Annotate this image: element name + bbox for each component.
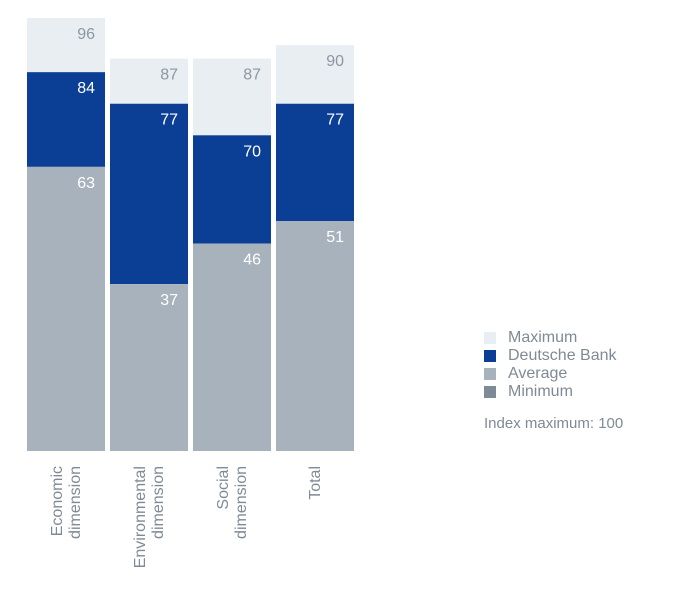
bar-deutsche-bank-environmental-dimension	[110, 103, 188, 285]
bar-average-environmental-dimension	[110, 284, 188, 451]
value-label-average-social-dimension: 46	[243, 252, 261, 269]
bar-average-total	[276, 220, 354, 451]
legend: Maximum Deutsche Bank Average Minimum In…	[484, 329, 623, 432]
legend-swatch-deutsche-bank	[484, 350, 496, 362]
index-note: Index maximum: 100	[484, 415, 624, 432]
category-label-economic-dimension: Economic dimension	[49, 466, 84, 539]
category-label-line-social-dimension-0: Social	[215, 466, 232, 510]
bar-maximum-social-dimension	[193, 58, 271, 136]
bar-average-social-dimension	[193, 243, 271, 451]
value-label-deutsche-bank-environmental-dimension: 77	[160, 112, 178, 129]
value-label-average-environmental-dimension: 37	[160, 292, 178, 309]
bar-average-economic-dimension	[27, 166, 105, 451]
legend-label-maximum: Maximum	[508, 329, 578, 346]
category-label-line-total-0: Total	[307, 466, 324, 500]
bar-maximum-total	[276, 45, 354, 104]
bar-deutsche-bank-economic-dimension	[27, 72, 105, 167]
legend-label-average: Average	[508, 365, 568, 382]
value-label-average-economic-dimension: 63	[77, 175, 95, 192]
value-label-average-total: 51	[326, 229, 344, 246]
category-label-line-social-dimension-1: dimension	[233, 466, 250, 539]
legend-swatch-minimum	[484, 386, 496, 398]
legend-item-minimum: Minimum	[484, 383, 623, 401]
value-label-deutsche-bank-economic-dimension: 84	[77, 80, 95, 97]
category-label-line-environmental-dimension-1: dimension	[150, 466, 167, 539]
bar-maximum-environmental-dimension	[110, 58, 188, 104]
category-labels-group: Economic dimension Environmental dimension S…	[49, 466, 324, 568]
legend-item-average: Average	[484, 365, 623, 383]
category-label-line-economic-dimension-0: Economic	[49, 466, 66, 536]
value-label-maximum-social-dimension: 87	[243, 67, 261, 84]
category-label-line-environmental-dimension-0: Environmental	[132, 466, 149, 568]
legend-label-minimum: Minimum	[508, 383, 573, 400]
bar-deutsche-bank-total	[276, 103, 354, 221]
category-label-social-dimension: Social dimension	[215, 466, 250, 539]
legend-label-deutsche-bank: Deutsche Bank	[508, 347, 617, 364]
legend-item-maximum: Maximum	[484, 329, 623, 347]
legend-swatch-average	[484, 368, 496, 380]
bars-group	[27, 18, 354, 451]
category-label-total: Total	[307, 466, 324, 500]
bar-maximum-economic-dimension	[27, 18, 105, 73]
category-label-environmental-dimension: Environmental dimension	[132, 466, 167, 568]
value-label-maximum-environmental-dimension: 87	[160, 67, 178, 84]
value-label-deutsche-bank-social-dimension: 70	[243, 143, 261, 160]
value-label-maximum-economic-dimension: 96	[77, 26, 95, 43]
value-label-maximum-total: 90	[326, 53, 344, 70]
bar-deutsche-bank-social-dimension	[193, 135, 271, 244]
legend-item-deutsche-bank: Deutsche Bank	[484, 347, 623, 365]
value-labels-group: 96 84 63 87 77 37 87 70 46 90 77 51	[77, 26, 344, 309]
category-label-line-economic-dimension-1: dimension	[67, 466, 84, 539]
value-label-deutsche-bank-total: 77	[326, 112, 344, 129]
legend-swatch-maximum	[484, 332, 496, 344]
